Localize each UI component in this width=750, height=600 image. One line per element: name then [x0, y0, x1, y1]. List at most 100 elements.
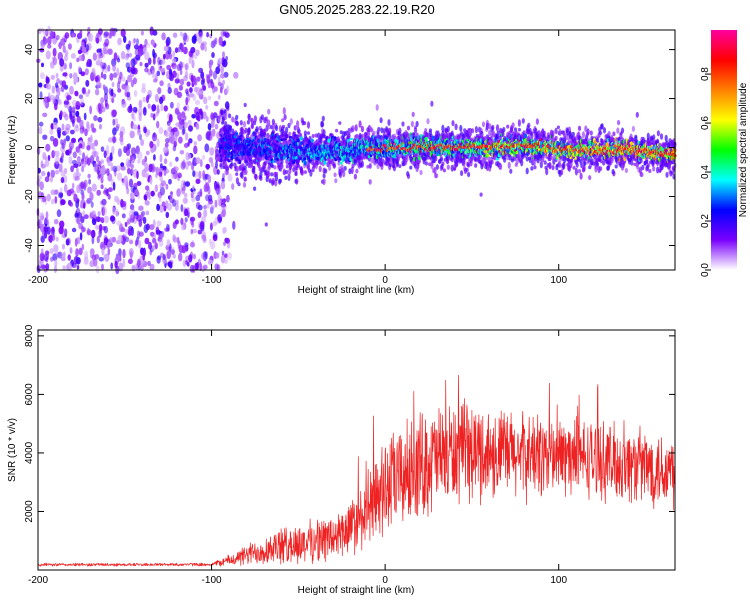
spectrogram-noise-point	[209, 147, 215, 156]
spectrogram-noise-point	[50, 256, 54, 262]
spectrogram-noise-point	[137, 159, 141, 164]
spectrogram-noise-point	[129, 130, 135, 139]
spectrogram-noise-point	[66, 189, 72, 197]
spectrogram-noise-point	[176, 102, 181, 110]
spectrogram-noise-point	[38, 126, 43, 135]
spectrogram-band-point	[322, 178, 326, 186]
spectrogram-noise-point	[127, 105, 133, 113]
spectrogram-noise-point	[183, 106, 187, 112]
spectrogram-noise-point	[138, 205, 144, 211]
spectrogram-noise-point	[39, 252, 45, 262]
spectrogram-noise-point	[159, 67, 166, 73]
spectrogram-noise-point	[124, 84, 130, 93]
spectrogram-noise-point	[126, 187, 130, 195]
spectrogram-noise-point	[178, 136, 183, 144]
spectrogram-band-point	[419, 169, 423, 176]
spectrogram-noise-point	[71, 159, 78, 165]
spectrogram-noise-point	[182, 126, 186, 135]
spectrogram-noise-point	[96, 81, 100, 89]
spectrogram-noise-point	[40, 248, 44, 254]
spectrogram-noise-point	[92, 52, 97, 61]
spectrogram-noise-point	[106, 168, 110, 177]
spectrogram-noise-point	[215, 181, 220, 188]
spectrogram-noise-point	[38, 28, 42, 34]
spectrogram-noise-point	[94, 76, 99, 83]
spectrogram-noise-point	[79, 232, 83, 241]
spectrogram-noise-point	[147, 43, 151, 48]
spectrogram-band-point	[303, 170, 307, 175]
spectrogram-noise-point	[179, 69, 183, 76]
spectrogram-band-point	[360, 160, 364, 168]
spectrogram-noise-point	[205, 182, 210, 192]
spectrogram-noise-point	[176, 188, 181, 197]
spectrogram-noise-point	[137, 47, 144, 57]
spectrogram-noise-point	[44, 176, 50, 183]
spectrogram-noise-point	[109, 73, 114, 81]
spectrogram-noise-point	[54, 265, 57, 274]
spectrogram-noise-point	[110, 109, 117, 118]
spectrogram-noise-point	[163, 158, 168, 165]
spectrogram-noise-point	[182, 197, 188, 204]
spectrogram-noise-point	[180, 217, 184, 225]
spectrogram-noise-point	[101, 63, 105, 73]
spectrogram-noise-point	[50, 74, 55, 80]
spectrogram-noise-point	[159, 80, 164, 87]
spectrogram-noise-point	[204, 143, 210, 153]
spectrogram-noise-point	[52, 56, 58, 66]
spectrogram-noise-point	[85, 61, 89, 68]
spectrogram-noise-point	[80, 181, 85, 190]
spectrogram-noise-point	[97, 174, 101, 180]
spectrogram-noise-point	[221, 250, 225, 256]
spectrogram-band-point	[244, 169, 248, 175]
spectrogram-noise-point	[104, 65, 108, 74]
spectrogram-noise-point	[84, 68, 89, 76]
spectrogram-noise-point	[190, 228, 194, 235]
spectrogram-noise-point	[62, 45, 66, 53]
spectrogram-band-point	[413, 127, 418, 134]
spectrogram-noise-point	[233, 71, 239, 79]
spectrogram-band-point	[303, 160, 307, 166]
spectrogram-noise-point	[103, 92, 108, 102]
spectrogram-noise-point	[188, 56, 192, 64]
spectrogram-band-point	[259, 170, 263, 179]
spectrogram-noise-point	[205, 163, 211, 170]
spectrogram-noise-point	[205, 194, 210, 202]
spectrogram-band-point	[264, 116, 268, 122]
spectrogram-band-point	[360, 125, 364, 133]
spectrogram-noise-point	[143, 47, 147, 53]
spectrogram-noise-point	[222, 40, 226, 47]
spectrogram-noise-point	[149, 249, 152, 256]
spectrogram-band-point	[252, 170, 256, 175]
spectrogram-band-point	[263, 132, 267, 138]
spectrogram-noise-point	[184, 181, 191, 187]
spectrogram-noise-point	[163, 205, 167, 212]
spectrogram-band-point	[322, 129, 326, 136]
spectrogram-noise-point	[49, 128, 54, 135]
spectrogram-band-point	[467, 171, 471, 178]
spectrogram-noise-point	[103, 190, 107, 195]
spectrogram-noise-point	[126, 161, 131, 169]
spectrogram-band-point	[273, 165, 277, 170]
spectrogram-noise-point	[48, 234, 53, 243]
spectrogram-noise-point	[80, 41, 85, 49]
spectrogram-noise-point	[100, 106, 106, 113]
spectrogram-noise-point	[74, 238, 78, 247]
spectrogram-noise-point	[138, 112, 142, 122]
spectrogram-noise-point	[155, 226, 160, 236]
spectrogram-noise-point	[59, 197, 64, 207]
spectrogram-noise-point	[70, 115, 76, 124]
spectrogram-noise-point	[190, 191, 194, 199]
spectrogram-noise-point	[130, 163, 134, 169]
spectrogram-noise-point	[39, 181, 44, 191]
spectrogram-noise-point	[67, 43, 72, 50]
spectrogram-noise-point	[154, 242, 158, 250]
spectrogram-noise-point	[147, 89, 153, 98]
spectrogram-noise-point	[222, 51, 225, 59]
spectrogram-noise-point	[45, 211, 49, 219]
spectrogram-noise-point	[138, 99, 143, 109]
spectrogram-noise-point	[152, 113, 156, 121]
spectrogram-noise-point	[154, 73, 158, 82]
spectrogram-noise-point	[197, 37, 203, 44]
spectrogram-noise-point	[89, 192, 94, 201]
spectrogram-noise-point	[182, 259, 187, 268]
